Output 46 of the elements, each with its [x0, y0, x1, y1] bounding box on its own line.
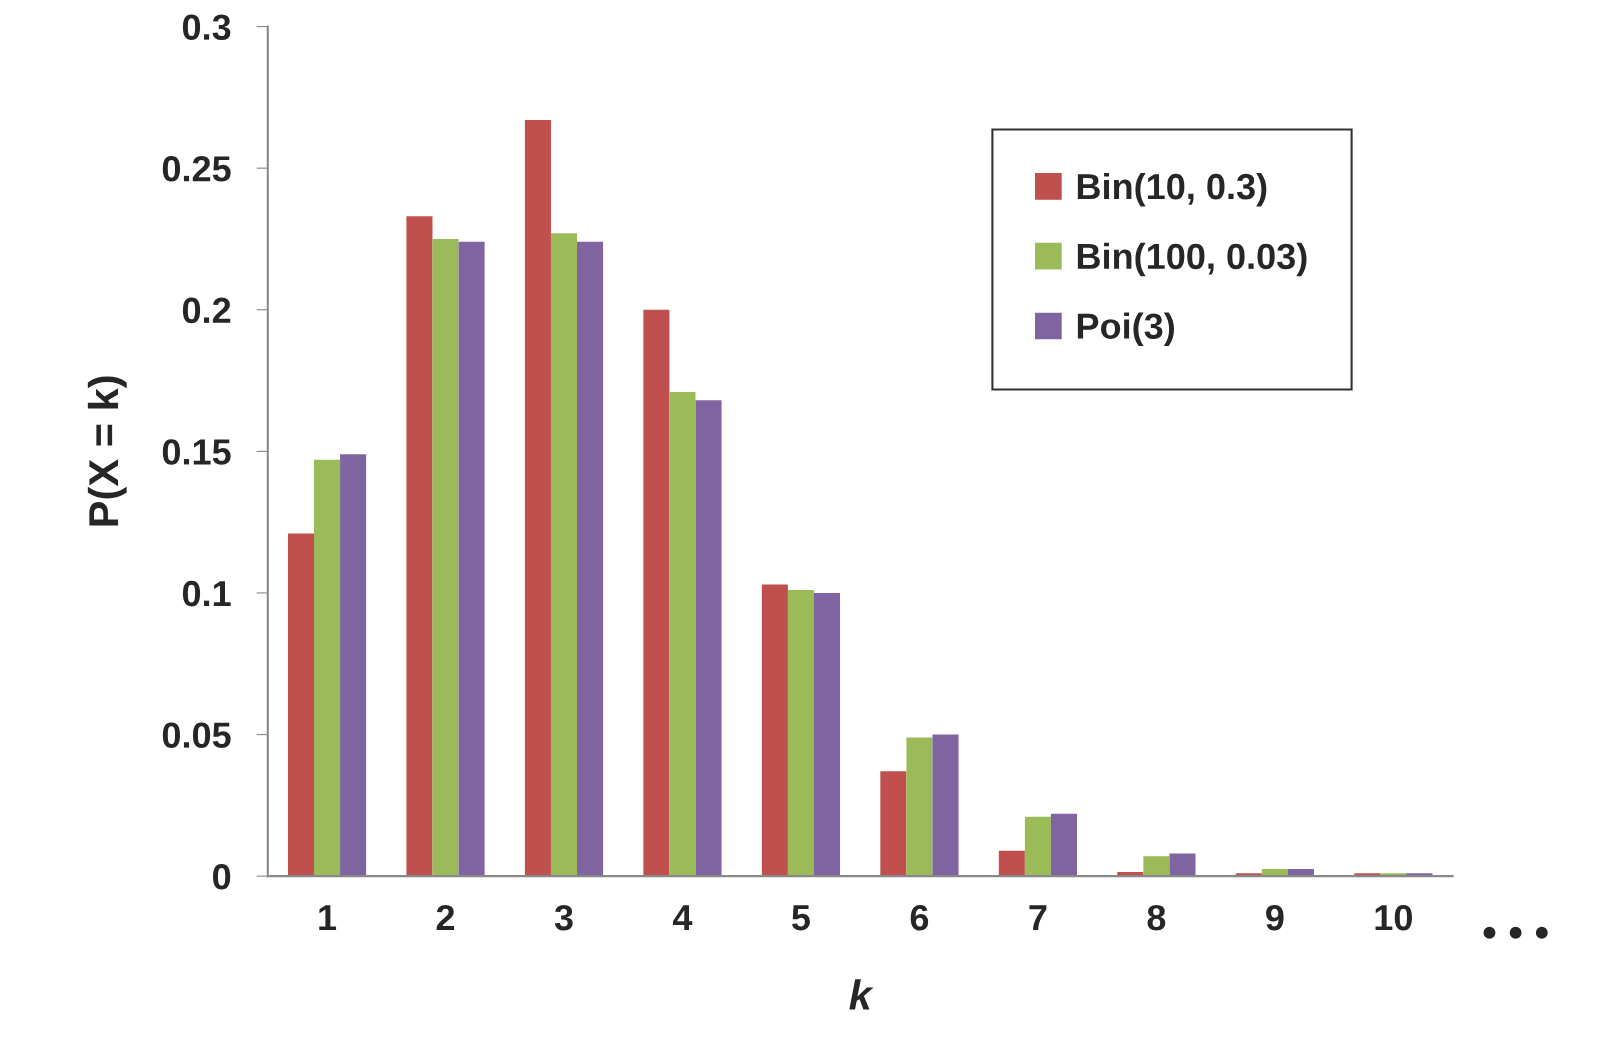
- bar: [761, 584, 788, 877]
- bar: [906, 737, 933, 877]
- x-tick-label: 2: [436, 904, 455, 931]
- x-axis-title: k: [849, 979, 874, 1010]
- y-tick-label: 0: [213, 864, 231, 890]
- bar: [406, 216, 433, 877]
- bar: [577, 241, 604, 877]
- bar: [1169, 853, 1196, 877]
- legend-label: Bin(10, 0.3): [1077, 172, 1267, 207]
- x-tick-label: 7: [1029, 905, 1047, 931]
- y-tick-label: 0.1: [182, 580, 231, 607]
- bar: [998, 850, 1025, 877]
- bar: [314, 459, 341, 877]
- bar: [432, 238, 459, 877]
- bar: [458, 241, 485, 877]
- bar: [1050, 813, 1078, 877]
- bar: [695, 400, 722, 877]
- y-axis-title: P(X = k): [87, 376, 127, 526]
- y-tick-label: 0.25: [162, 156, 231, 182]
- bar: [550, 233, 578, 877]
- bar: [287, 533, 314, 877]
- bar: [669, 391, 696, 877]
- x-tick-label: 1: [319, 905, 337, 931]
- x-tick-label: 4: [672, 905, 693, 931]
- bar: [1024, 816, 1051, 877]
- legend-label: Poi(3): [1077, 312, 1174, 347]
- bar: [340, 454, 367, 877]
- y-tick-label: 0.05: [162, 722, 231, 748]
- legend-label: Bin(100, 0.03): [1077, 242, 1307, 277]
- bar: [880, 771, 907, 877]
- bar: [813, 592, 841, 877]
- x-tick-label: 5: [792, 905, 810, 931]
- x-tick-label: 10: [1375, 904, 1412, 931]
- bar: [524, 120, 551, 877]
- bar: [932, 734, 959, 877]
- x-tick-label: 9: [1266, 904, 1284, 931]
- x-tick-label: 3: [554, 904, 573, 931]
- text: • • •: [1483, 926, 1548, 939]
- y-tick-label: 0.3: [182, 14, 231, 41]
- bar: [787, 590, 814, 877]
- bar: [643, 309, 670, 877]
- y-tick-label: 0.15: [162, 439, 231, 465]
- x-tick-label: 8: [1147, 904, 1166, 931]
- bar: [1143, 856, 1170, 877]
- x-tick-label: 6: [910, 904, 929, 931]
- y-tick-label: 0.2: [182, 297, 231, 324]
